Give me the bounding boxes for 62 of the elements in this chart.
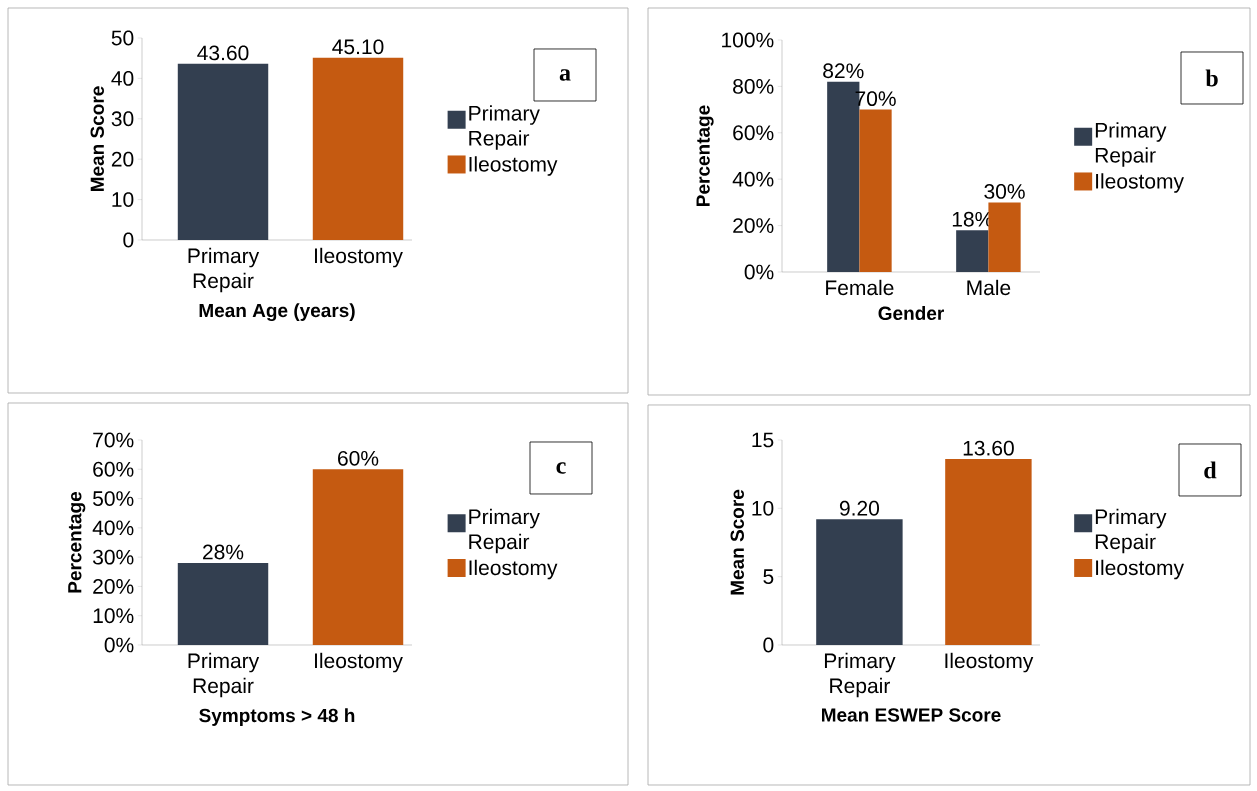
x-tick-label: Ileostomy: [315, 652, 403, 673]
x-tick-label: Primary Repair: [188, 652, 260, 698]
y-tick-label: 0%: [104, 637, 134, 653]
y-tick-label: 0: [123, 232, 134, 248]
legend-label: Ileostomy: [469, 156, 558, 176]
data-label: 28%: [203, 544, 244, 560]
y-tick-label: 40: [111, 70, 134, 86]
y-tick-label: 50: [111, 30, 134, 46]
bar: [859, 109, 892, 272]
y-tick-label: 20%: [733, 218, 774, 234]
y-tick-label: 100%: [722, 32, 774, 48]
y-tick-label: 0%: [744, 264, 774, 280]
text: d: [1204, 461, 1217, 479]
y-tick-label: 60%: [733, 125, 774, 141]
text: b: [1205, 69, 1218, 87]
y-tick-label: 40%: [732, 171, 774, 187]
x-tick-label: Female: [826, 279, 894, 296]
bar: [956, 230, 989, 272]
legend-label: Primary Repair: [469, 508, 540, 554]
y-tick-label: 40%: [92, 520, 134, 536]
data-label: 43.60: [197, 45, 249, 61]
legend-label: Ileostomy: [469, 559, 558, 580]
legend-label: Primary Repair: [1095, 122, 1167, 167]
y-tick-label: 30%: [92, 549, 134, 565]
y-tick-label: 70%: [93, 432, 134, 448]
data-label: 45.10: [332, 39, 384, 55]
x-tick-label: Primary Repair: [824, 652, 896, 698]
data-label: 82%: [823, 63, 864, 79]
x-axis-title: Mean ESWEP Score: [822, 708, 1001, 722]
y-tick-label: 20%: [93, 578, 134, 594]
y-axis-title: Mean Score: [730, 489, 744, 595]
legend-label: Ileostomy: [1096, 559, 1184, 580]
x-axis-title: Symptoms > 48 h: [199, 708, 355, 726]
x-tick-label: Ileostomy: [945, 652, 1034, 673]
data-label: 30%: [984, 183, 1025, 199]
y-tick-label: 50%: [93, 491, 134, 506]
y-tick-label: 15: [752, 432, 774, 448]
y-tick-label: 60%: [93, 461, 134, 477]
x-tick-label: Male: [967, 279, 1011, 296]
y-tick-label: 20: [111, 151, 134, 167]
data-label: 60%: [338, 450, 379, 466]
y-axis-title: Mean Score: [90, 86, 104, 192]
x-axis-title: Mean Age (years): [199, 303, 355, 322]
legend-label: Ileostomy: [1096, 173, 1184, 193]
text: a: [559, 69, 571, 81]
data-label: 13.60: [963, 440, 1014, 456]
legend-label: Primary Repair: [469, 105, 540, 150]
y-tick-label: 10%: [93, 608, 134, 624]
legend-label: Primary Repair: [1095, 508, 1167, 554]
x-axis-title: Gender: [878, 306, 944, 321]
text: c: [556, 462, 566, 474]
y-tick-label: 10: [112, 192, 134, 208]
bar: [988, 202, 1021, 272]
y-tick-label: 0: [763, 637, 774, 653]
y-tick-label: 30: [111, 111, 134, 127]
y-tick-label: 80%: [733, 78, 774, 94]
y-tick-label: 10: [752, 500, 774, 516]
x-tick-label: Primary Repair: [188, 247, 260, 293]
data-label: 9.20: [839, 500, 880, 516]
y-axis-title: Percentage: [68, 491, 86, 593]
y-axis-title: Percentage: [696, 105, 714, 206]
y-tick-label: 5: [763, 569, 774, 584]
